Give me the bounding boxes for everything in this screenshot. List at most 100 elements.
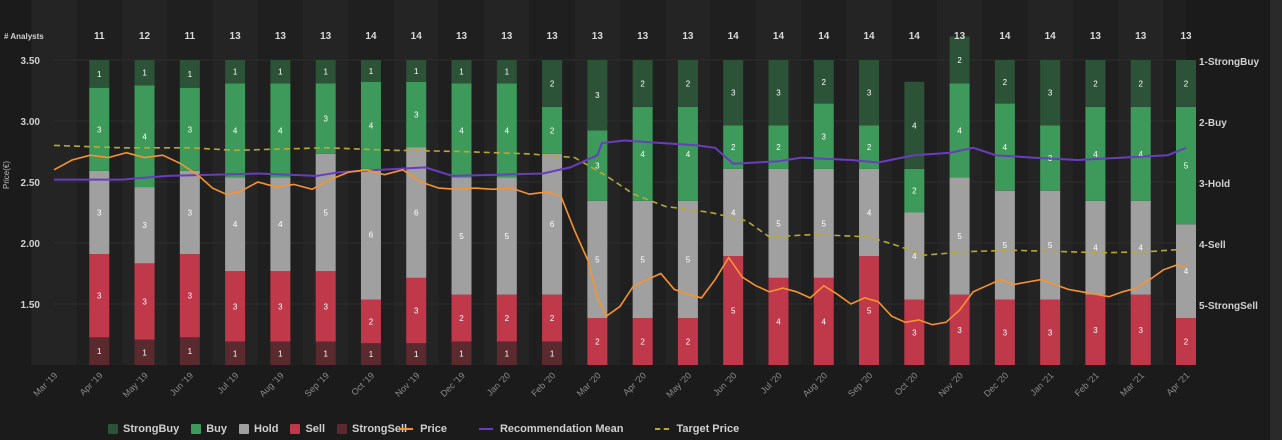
bar-sell-label: 2: [1184, 338, 1189, 347]
bar-strongbuy-label: 2: [822, 78, 827, 87]
bar-strongsell-label: 1: [188, 347, 193, 356]
bar-sell: [677, 318, 698, 365]
bar-hold: [813, 168, 834, 278]
bar-buy-label: 4: [1003, 143, 1008, 152]
bar-buy: [134, 85, 155, 188]
bar-sell-label: 3: [188, 292, 193, 301]
bar-sell-label: 4: [776, 317, 781, 326]
bar-sell-label: 2: [550, 314, 555, 323]
bar-strongsell: [542, 341, 563, 365]
bar-strongbuy-label: 3: [595, 91, 600, 100]
bar-strongbuy-label: 2: [686, 79, 691, 88]
x-tick-label: Mar '19: [31, 370, 59, 398]
legend-buy[interactable]: Buy: [191, 423, 227, 435]
bar-sell: [134, 263, 155, 340]
y-tick-label: 3.50: [21, 56, 41, 67]
bar-buy-label: 4: [1093, 150, 1098, 159]
bar-hold-label: 4: [1093, 244, 1098, 253]
bar-sell-label: 4: [822, 317, 827, 326]
bar-hold: [360, 168, 381, 300]
legend-strongbuy[interactable]: StrongBuy: [108, 423, 179, 435]
bar-strongbuy: [1040, 60, 1061, 126]
bar-strongsell: [225, 341, 246, 365]
page-scrollbar[interactable]: [1270, 0, 1282, 440]
bar-sell: [904, 299, 925, 365]
bar-sell: [632, 318, 653, 365]
bar-buy-label: 4: [142, 132, 147, 141]
bar-buy-label: 4: [233, 126, 238, 135]
bar-sell: [1040, 299, 1061, 365]
bar-hold-label: 4: [1184, 267, 1189, 276]
legend-strongsell-swatch: [337, 424, 348, 434]
bar-hold: [225, 177, 246, 272]
analyst-count: 13: [1090, 31, 1102, 42]
bar-strongbuy: [1130, 60, 1151, 107]
bar-hold-label: 3: [188, 209, 193, 218]
bar-strongbuy-label: 2: [1138, 79, 1143, 88]
analyst-count: 13: [592, 31, 604, 42]
y-tick-label: 1.50: [21, 300, 41, 311]
bar-buy: [1085, 106, 1106, 201]
bar-sell-label: 3: [1003, 328, 1008, 337]
analyst-count: 14: [773, 31, 785, 42]
legend-recommendation-mean[interactable]: Recommendation Mean: [459, 423, 623, 435]
legend-price[interactable]: Price: [399, 423, 447, 435]
analyst-count: 11: [94, 31, 105, 42]
x-tick-label: Nov '20: [937, 370, 965, 398]
bar-sell: [994, 299, 1015, 365]
bar-strongbuy: [632, 60, 653, 107]
x-tick-label: Mar '20: [575, 370, 603, 398]
bar-buy: [270, 83, 291, 178]
bar-strongbuy: [1085, 60, 1106, 107]
bar-hold: [949, 177, 970, 295]
bar-sell: [270, 271, 291, 342]
legend-hold-label: Hold: [254, 423, 279, 435]
bar-strongbuy-label: 2: [1184, 79, 1189, 88]
legend-sell[interactable]: Sell: [290, 423, 325, 435]
bar-buy-label: 4: [640, 150, 645, 159]
bar-strongbuy-label: 1: [323, 68, 328, 77]
bar-hold-label: 5: [686, 255, 691, 264]
bar-sell: [813, 277, 834, 365]
x-tick-label: May '19: [121, 370, 150, 399]
bar-buy: [451, 83, 472, 178]
x-tick-label: Apr '19: [78, 370, 105, 397]
bar-strongsell-label: 1: [323, 349, 328, 358]
y-tick-label: 2.00: [21, 239, 41, 250]
bar-hold: [904, 212, 925, 300]
bar-buy: [904, 168, 925, 213]
bar-buy: [496, 83, 517, 178]
bar-hold: [406, 147, 427, 278]
bar-hold: [1085, 200, 1106, 295]
bar-strongsell: [270, 341, 291, 365]
bar-buy: [677, 106, 698, 201]
bar-hold: [632, 200, 653, 319]
price-line: [53, 151, 1187, 326]
legend-strongsell[interactable]: StrongSell: [337, 423, 407, 435]
bar-hold: [677, 200, 698, 319]
bar-strongbuy: [225, 60, 246, 84]
chart-legend: StrongBuy Buy Hold Sell StrongSell Price…: [108, 421, 751, 437]
bar-sell: [406, 277, 427, 344]
analysts-header: # Analysts: [4, 32, 44, 41]
bar-buy-label: 4: [278, 126, 283, 135]
legend-buy-label: Buy: [206, 423, 228, 435]
bar-hold: [859, 168, 880, 257]
legend-buy-swatch: [191, 424, 202, 434]
analyst-count: 13: [1135, 31, 1147, 42]
bar-strongbuy-label: 4: [912, 121, 917, 130]
bar-hold: [451, 177, 472, 295]
legend-target-price[interactable]: Target Price: [635, 423, 739, 435]
bar-buy-label: 4: [505, 126, 510, 135]
bar-sell-label: 3: [142, 297, 147, 306]
bar-strongsell-label: 1: [550, 349, 555, 358]
legend-hold[interactable]: Hold: [239, 423, 278, 435]
bar-buy-label: 3: [414, 110, 419, 119]
bar-buy-label: 5: [1184, 162, 1189, 171]
bar-strongsell-label: 1: [278, 349, 283, 358]
bar-sell: [949, 294, 970, 365]
bar-strongsell: [496, 341, 517, 365]
analyst-count: 14: [411, 31, 423, 42]
bar-strongbuy: [542, 60, 563, 107]
bar-buy-label: 4: [369, 121, 374, 130]
